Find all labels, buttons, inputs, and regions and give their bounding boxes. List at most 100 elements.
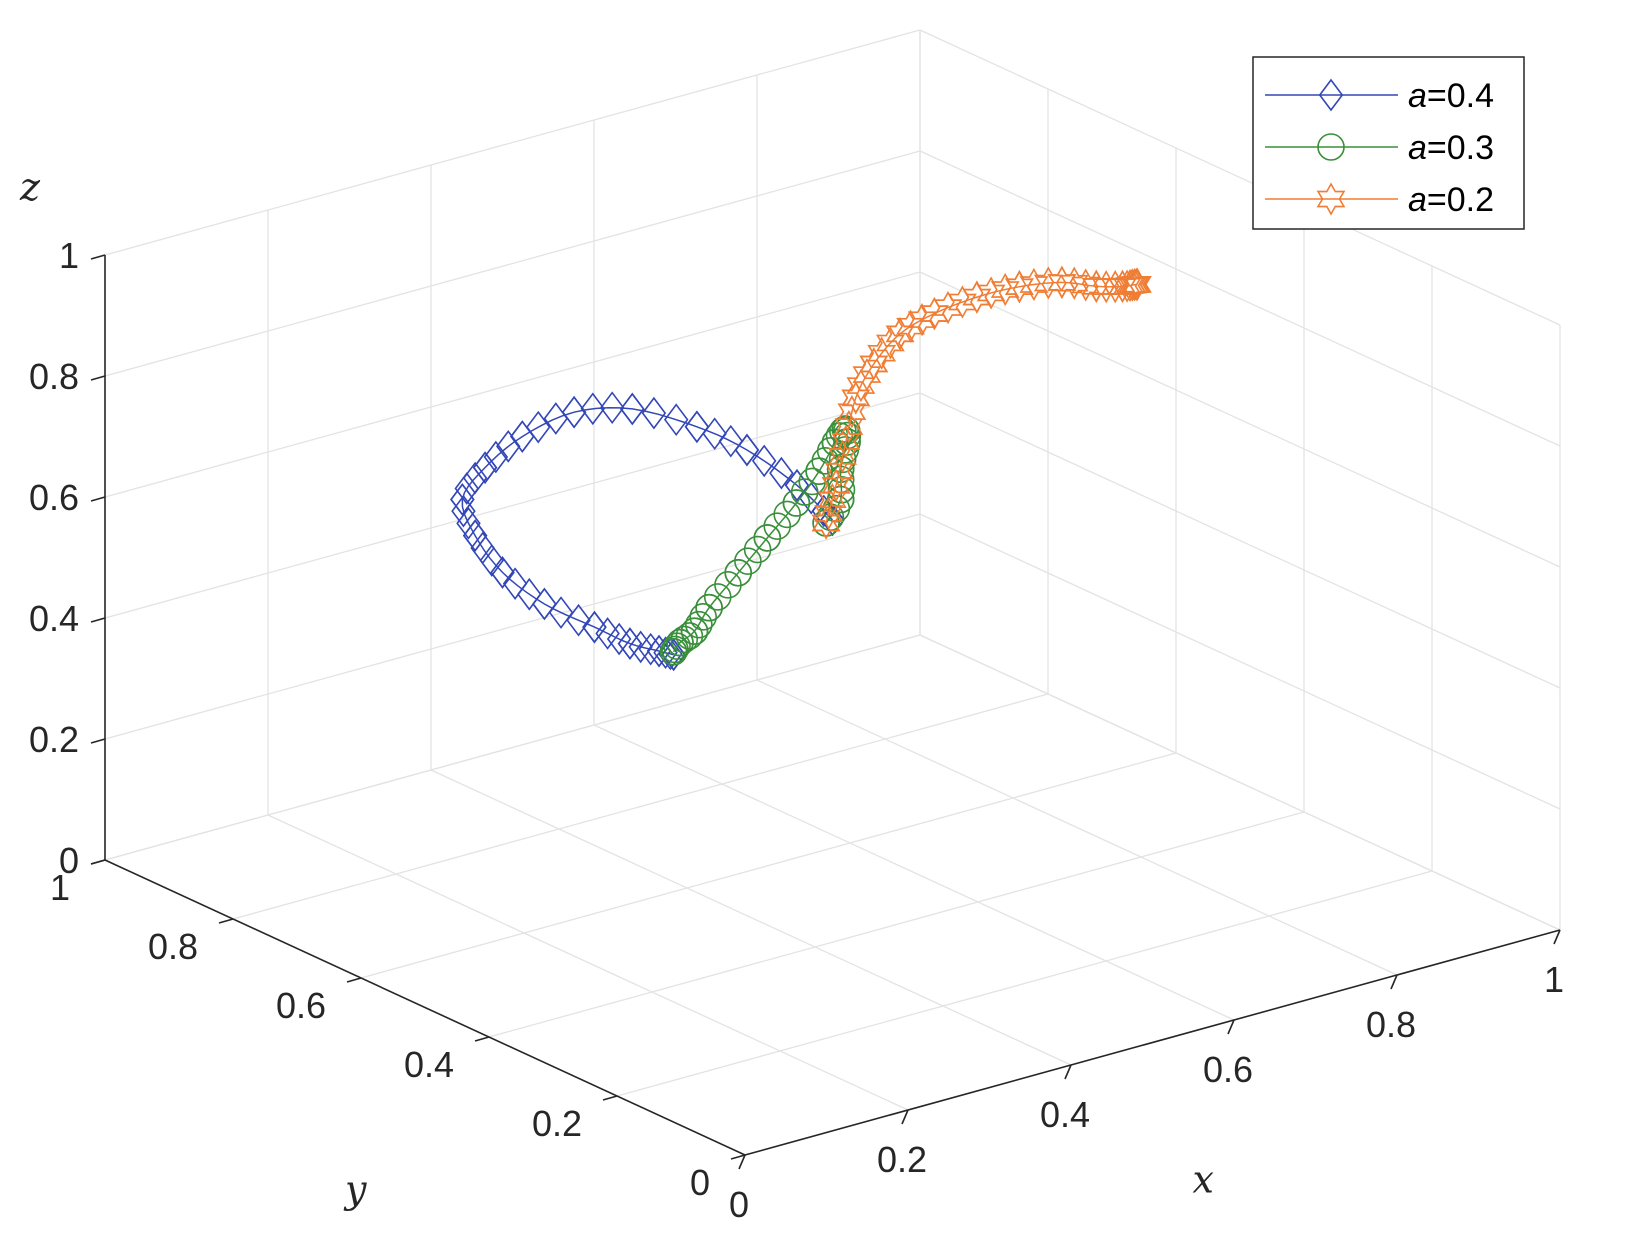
z-axis-label: z — [19, 165, 41, 209]
grid-line — [488, 811, 1305, 1038]
data-point — [483, 440, 509, 474]
series-line — [825, 281, 1138, 524]
z-tick-mark — [90, 375, 106, 381]
legend-entry: a=0.2 — [1265, 181, 1494, 219]
data-point — [814, 496, 844, 531]
grid-line — [104, 392, 921, 619]
grid-line — [104, 634, 921, 861]
data-point — [790, 478, 819, 506]
data-point — [689, 603, 717, 631]
y-axis-label: y — [343, 1168, 367, 1212]
grid-line — [104, 513, 921, 740]
x-tick-label: 0 — [729, 1184, 749, 1225]
grid-line — [919, 513, 1561, 810]
x-tick-mark — [738, 1154, 746, 1170]
grid-line — [593, 724, 1235, 1021]
z-tick-label: 0.8 — [29, 356, 79, 397]
x-tick-label: 1 — [1544, 959, 1564, 1000]
data-point — [724, 558, 753, 587]
data-point — [646, 634, 672, 668]
data-point — [743, 535, 772, 564]
data-point — [490, 556, 515, 589]
grid-line — [919, 634, 1561, 931]
data-point — [454, 472, 479, 505]
legend-label: a=0.3 — [1408, 129, 1494, 167]
data-point — [675, 622, 704, 650]
series-3 — [811, 265, 1152, 540]
x-tick-mark — [1227, 1019, 1235, 1035]
grid-line — [104, 29, 921, 256]
data-point — [680, 617, 709, 646]
z-tick-label: 0 — [59, 840, 79, 881]
grid-line — [104, 271, 921, 498]
y-tick-mark — [90, 859, 106, 865]
data-point — [451, 494, 476, 528]
z-tick-mark — [90, 617, 106, 623]
data-point — [638, 632, 663, 666]
data-point — [827, 476, 856, 504]
legend-marker — [1318, 78, 1344, 112]
data-point — [852, 357, 882, 392]
data-point — [751, 444, 777, 478]
series-2 — [659, 415, 862, 666]
data-point — [695, 593, 723, 622]
data-point — [990, 272, 1020, 307]
data-point — [479, 544, 505, 577]
data-point — [1004, 270, 1034, 304]
y-tick-mark — [474, 1036, 490, 1042]
data-point — [841, 381, 871, 415]
x-tick-mark — [1064, 1064, 1072, 1080]
z-tick-label: 0.6 — [29, 477, 79, 518]
data-point — [566, 603, 591, 637]
data-point — [1122, 267, 1152, 301]
x-tick-mark — [901, 1109, 909, 1125]
legend-marker — [1317, 133, 1345, 161]
data-point — [526, 410, 551, 444]
legend: a=0.4 a=0.3 a=0.2 — [1252, 56, 1525, 230]
data-point — [517, 577, 542, 611]
x-tick-label: 0.4 — [1040, 1094, 1090, 1135]
y-tick-mark — [346, 977, 362, 983]
data-series — [450, 265, 1152, 672]
tick-labels: 0000.20.20.20.40.40.40.60.60.60.80.80.81… — [29, 235, 1564, 1225]
grid-line — [919, 392, 1561, 689]
data-point — [580, 392, 606, 426]
data-point — [670, 625, 699, 654]
data-point — [561, 395, 587, 429]
y-tick-mark — [730, 1154, 746, 1160]
grid-lines — [104, 29, 1561, 1156]
data-point — [947, 285, 977, 319]
grid-line — [360, 752, 1177, 979]
grid-line — [267, 814, 909, 1111]
x-tick-mark — [1553, 929, 1561, 945]
z-tick-label: 0.4 — [29, 598, 79, 639]
data-point — [685, 610, 713, 639]
y-axis-line — [104, 859, 746, 1156]
data-point — [763, 512, 792, 540]
legend-entry: a=0.4 — [1265, 77, 1494, 115]
data-point — [684, 410, 710, 444]
x-tick-mark — [1390, 974, 1398, 990]
grid-line — [232, 693, 1049, 920]
data-point — [837, 395, 867, 429]
data-point — [753, 524, 782, 552]
data-point — [653, 636, 678, 670]
z-tick-label: 0.2 — [29, 719, 79, 760]
legend-box — [1252, 56, 1525, 230]
legend-label: a=0.4 — [1408, 77, 1494, 115]
data-point — [821, 468, 851, 502]
data-point — [456, 507, 481, 540]
data-point — [472, 451, 498, 484]
z-tick-mark — [90, 738, 106, 744]
z-tick-mark — [90, 254, 106, 260]
y-tick-label: 0.6 — [276, 985, 326, 1026]
grid-line — [430, 769, 1072, 1066]
data-point — [782, 489, 811, 517]
data-point — [617, 627, 643, 660]
data-point — [867, 336, 897, 370]
data-point — [641, 396, 667, 430]
series-1 — [450, 391, 845, 672]
data-point — [1019, 267, 1049, 302]
data-point — [663, 403, 689, 437]
